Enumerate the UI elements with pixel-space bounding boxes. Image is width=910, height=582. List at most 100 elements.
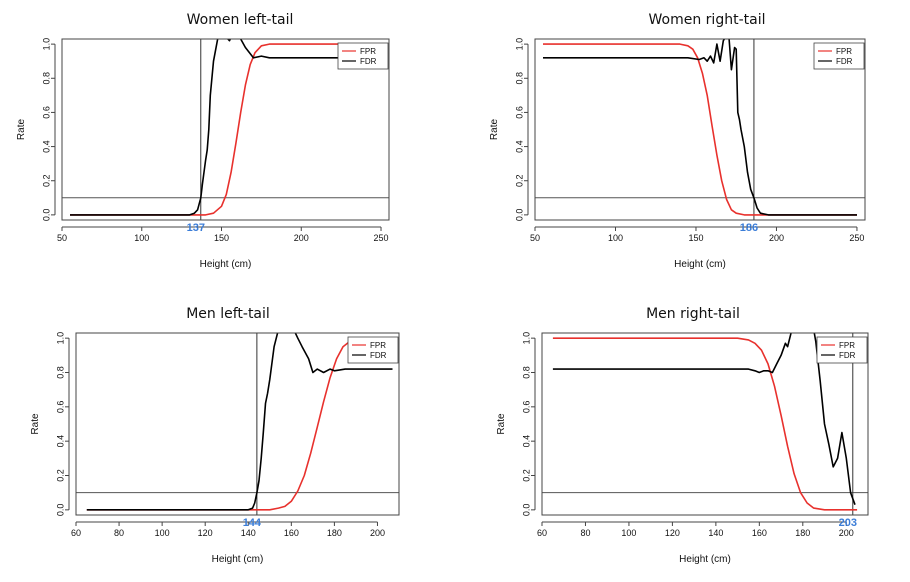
threshold-label: 186 (740, 222, 758, 234)
x-tick-label: 120 (665, 528, 680, 538)
y-tick-label: 1.0 (41, 38, 51, 51)
panel-4: Men right-tail 60 80 100 120 140 160 180 200 0.0 0… (496, 306, 869, 565)
legend-label: FDR (370, 351, 387, 360)
legend-box (813, 42, 865, 70)
x-tick-label: 180 (327, 528, 342, 538)
x-tick-label: 150 (688, 233, 703, 243)
legend-box (816, 336, 868, 364)
y-axis-title: Rate (30, 413, 41, 435)
series-line-fdr (552, 333, 856, 505)
threshold-label: 203 (839, 517, 857, 529)
y-tick-label: 0.6 (41, 106, 51, 119)
legend-label: FPR (839, 341, 855, 350)
y-tick-label: 1.0 (521, 332, 531, 345)
x-tick-label: 50 (530, 233, 540, 243)
x-tick-label: 140 (241, 528, 256, 538)
y-tick-label: 1.0 (514, 38, 524, 51)
series-group (86, 333, 393, 511)
legend-box (347, 336, 399, 364)
series-group (543, 39, 857, 216)
legend-label: FPR (836, 47, 852, 56)
series-group (70, 39, 381, 216)
series-line-fdr (86, 333, 393, 511)
x-tick-label: 60 (537, 528, 547, 538)
panel-1: Women left-tail 50 100 150 200 250 0.0 0.2 0.4 0.… (16, 12, 390, 270)
x-axis-title: Height (cm) (200, 259, 252, 270)
x-axis-title: Height (cm) (679, 554, 731, 565)
x-tick-label: 140 (708, 528, 723, 538)
x-tick-label: 100 (134, 233, 149, 243)
y-tick-label: 0.4 (41, 140, 51, 153)
x-axis-title: Height (cm) (212, 554, 264, 565)
y-tick-label: 0.2 (41, 174, 51, 187)
y-tick-label: 0.2 (521, 469, 531, 482)
x-tick-label: 200 (294, 233, 309, 243)
series-line-fpr (70, 43, 381, 216)
threshold-label: 137 (187, 222, 205, 234)
plot-frame (534, 38, 866, 221)
x-tick-label: 80 (114, 528, 124, 538)
x-axis-title: Height (cm) (674, 259, 726, 270)
series-line-fpr (552, 337, 858, 511)
y-axis-title: Rate (496, 413, 507, 435)
x-tick-label: 100 (155, 528, 170, 538)
legend-box (337, 42, 389, 70)
x-tick-label: 200 (839, 528, 854, 538)
y-tick-label: 0.6 (521, 401, 531, 414)
panel-title: Men right-tail (646, 306, 740, 322)
legend-label: FPR (370, 341, 386, 350)
x-tick-label: 120 (198, 528, 213, 538)
panel-title: Women left-tail (187, 12, 294, 28)
y-tick-label: 1.0 (55, 332, 65, 345)
plot-frame (541, 332, 869, 516)
y-tick-label: 0.8 (55, 366, 65, 379)
y-axis-title: Rate (16, 119, 27, 141)
legend-label: FDR (839, 351, 856, 360)
panel-2: Women right-tail 50 100 150 200 250 0.0 0.2 0.4 0… (489, 12, 866, 270)
x-tick-label: 200 (370, 528, 385, 538)
x-tick-label: 100 (608, 233, 623, 243)
panel-title: Women right-tail (649, 12, 766, 28)
y-tick-label: 0.8 (514, 72, 524, 85)
legend-label: FPR (360, 47, 376, 56)
y-tick-label: 0.0 (41, 209, 51, 222)
y-axis-title: Rate (489, 119, 500, 141)
y-tick-label: 0.0 (514, 209, 524, 222)
panel-title: Men left-tail (186, 306, 270, 322)
series-line-fpr (543, 43, 857, 216)
legend-label: FDR (360, 57, 377, 66)
y-tick-label: 0.4 (514, 140, 524, 153)
series-line-fpr (86, 337, 393, 511)
x-tick-label: 200 (769, 233, 784, 243)
legend-label: FDR (836, 57, 853, 66)
y-tick-label: 0.6 (514, 106, 524, 119)
x-tick-label: 250 (374, 233, 389, 243)
series-line-fdr (70, 39, 381, 216)
x-tick-label: 180 (795, 528, 810, 538)
y-tick-label: 0.0 (55, 504, 65, 517)
y-tick-label: 0.4 (55, 435, 65, 448)
y-tick-label: 0.4 (521, 435, 531, 448)
y-tick-label: 0.0 (521, 504, 531, 517)
x-tick-label: 60 (71, 528, 81, 538)
x-tick-label: 160 (752, 528, 767, 538)
x-tick-label: 50 (57, 233, 67, 243)
y-tick-label: 0.2 (514, 174, 524, 187)
y-tick-label: 0.8 (41, 72, 51, 85)
x-tick-label: 150 (214, 233, 229, 243)
x-tick-label: 80 (580, 528, 590, 538)
panel-3: Men left-tail 60 80 100 120 140 160 180 200 0.0 0.… (30, 306, 400, 565)
x-tick-label: 160 (284, 528, 299, 538)
plot-frame (75, 332, 400, 516)
x-tick-label: 250 (849, 233, 864, 243)
y-tick-label: 0.8 (521, 366, 531, 379)
plot-frame (61, 38, 390, 221)
y-tick-label: 0.6 (55, 401, 65, 414)
y-tick-label: 0.2 (55, 469, 65, 482)
threshold-label: 144 (243, 517, 262, 529)
series-group (552, 333, 858, 511)
